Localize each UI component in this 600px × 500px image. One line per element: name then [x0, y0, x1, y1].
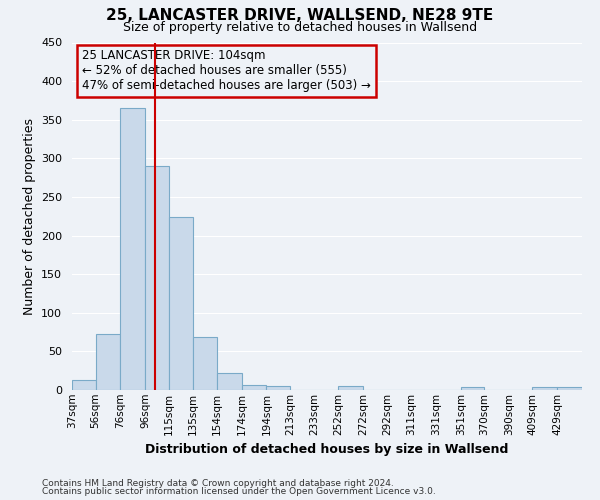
Bar [532, 387, 557, 390]
Y-axis label: Number of detached properties: Number of detached properties [23, 118, 35, 315]
Bar [461, 387, 484, 390]
Bar [193, 338, 217, 390]
Bar [169, 217, 193, 390]
X-axis label: Distribution of detached houses by size in Wallsend: Distribution of detached houses by size … [145, 443, 509, 456]
Text: Contains public sector information licensed under the Open Government Licence v3: Contains public sector information licen… [42, 487, 436, 496]
Text: Contains HM Land Registry data © Crown copyright and database right 2024.: Contains HM Land Registry data © Crown c… [42, 478, 394, 488]
Text: 25, LANCASTER DRIVE, WALLSEND, NE28 9TE: 25, LANCASTER DRIVE, WALLSEND, NE28 9TE [106, 8, 494, 22]
Bar [72, 380, 95, 390]
Text: Size of property relative to detached houses in Wallsend: Size of property relative to detached ho… [123, 21, 477, 34]
Text: 25 LANCASTER DRIVE: 104sqm
← 52% of detached houses are smaller (555)
47% of sem: 25 LANCASTER DRIVE: 104sqm ← 52% of deta… [82, 50, 371, 92]
Bar [242, 386, 266, 390]
Bar [95, 334, 120, 390]
Bar [557, 387, 582, 390]
Bar [120, 108, 145, 390]
Bar [338, 386, 363, 390]
Bar [266, 386, 290, 390]
Bar [217, 373, 242, 390]
Bar [145, 166, 169, 390]
